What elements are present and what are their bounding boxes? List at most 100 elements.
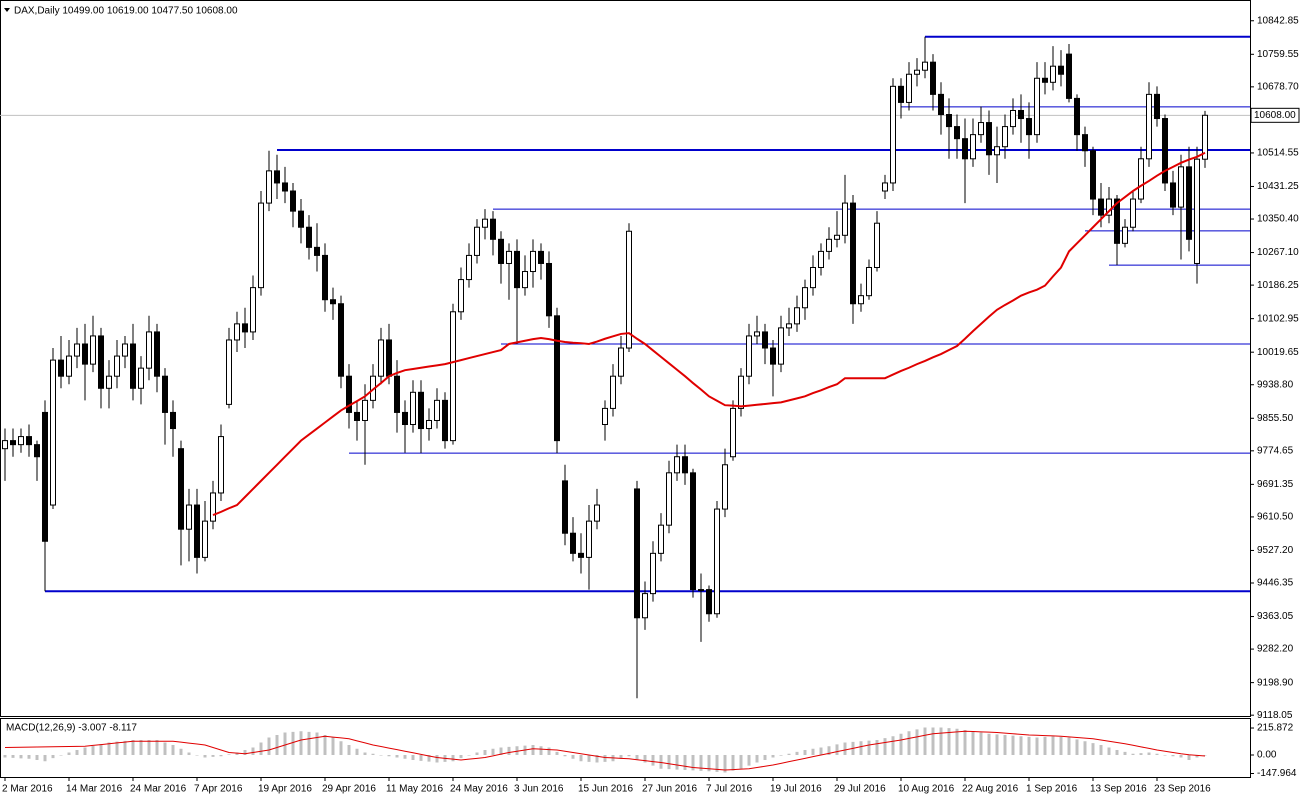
macd-bar <box>571 755 575 759</box>
candle-body <box>90 335 96 365</box>
candle-body <box>954 126 960 140</box>
y-tick-label: 9527.20 <box>1257 545 1294 556</box>
macd-bar <box>707 755 711 772</box>
candle-body <box>722 464 728 510</box>
candle-body <box>882 182 888 192</box>
macd-bar <box>835 744 839 755</box>
macd-bar <box>379 755 383 756</box>
candle-body <box>642 593 648 619</box>
macd-bar <box>355 748 359 755</box>
macd-bar <box>1115 750 1119 755</box>
candle-body <box>730 407 736 458</box>
candle-body <box>234 323 240 341</box>
macd-bar <box>1155 753 1159 755</box>
candle-body <box>170 411 176 430</box>
candle-body <box>1162 118 1168 184</box>
candle-body <box>794 307 800 325</box>
macd-signal <box>4 730 1206 771</box>
y-tick-label: 0.00 <box>1257 750 1277 761</box>
y-tick-label: 9198.90 <box>1257 677 1294 688</box>
macd-bar <box>603 755 607 762</box>
macd-bar <box>107 742 111 755</box>
macd-bar <box>955 728 959 755</box>
macd-bar <box>1147 752 1151 755</box>
macd-bar <box>283 732 287 755</box>
y-tick-label: 215.872 <box>1257 723 1294 734</box>
macd-bar <box>627 755 631 757</box>
macd-bar <box>307 731 311 755</box>
candle-body <box>154 331 160 377</box>
candle-body <box>18 436 24 446</box>
macd-bar <box>1139 753 1143 755</box>
macd-bar <box>195 755 199 756</box>
y-tick-label: 10759.55 <box>1257 49 1299 60</box>
macd-bar <box>739 755 743 769</box>
macd-bar <box>579 755 583 762</box>
candle-body <box>1138 158 1144 200</box>
macd-bar <box>555 751 559 755</box>
x-tick-label: 19 Apr 2016 <box>258 784 312 795</box>
candle-body <box>1066 53 1072 99</box>
candle-body <box>874 222 880 268</box>
macd-bar <box>427 755 431 762</box>
macd-bar <box>43 755 47 762</box>
candle-body <box>122 343 128 357</box>
macd-bar <box>651 755 655 766</box>
candle-body <box>290 190 296 212</box>
macd-bar <box>723 755 727 773</box>
y-tick-label: 9855.50 <box>1257 413 1294 424</box>
candle-body <box>674 456 680 474</box>
candle-body <box>986 122 992 156</box>
candle-body <box>450 311 456 442</box>
candle-body <box>346 375 352 413</box>
candle-body <box>818 250 824 268</box>
y-tick-label: 10514.55 <box>1257 148 1299 159</box>
candle-body <box>314 246 320 256</box>
macd-bar <box>75 750 79 755</box>
macd-bar <box>83 747 87 755</box>
candle-body <box>746 335 752 377</box>
candle-body <box>810 266 816 289</box>
candle-body <box>1026 118 1032 136</box>
candle-body <box>506 250 512 264</box>
macd-bar <box>267 737 271 755</box>
y-tick-label: 10842.85 <box>1257 15 1299 26</box>
macd-bar <box>227 754 231 755</box>
candle-body <box>866 266 872 297</box>
macd-bar <box>971 731 975 755</box>
y-tick-label: 10186.25 <box>1257 280 1299 291</box>
menu-arrow[interactable] <box>4 8 10 12</box>
candle-body <box>634 488 640 619</box>
candle-body <box>306 226 312 248</box>
candle-body <box>770 347 776 365</box>
candle-body <box>1050 65 1056 83</box>
macd-bar <box>507 746 511 755</box>
macd-bar <box>539 746 543 755</box>
x-tick-label: 29 Jul 2016 <box>834 784 886 795</box>
chart-title: DAX,Daily 10499.00 10619.00 10477.50 106… <box>14 6 238 17</box>
candle-body <box>962 138 968 160</box>
candle-body <box>138 367 144 389</box>
macd-bar <box>187 752 191 755</box>
macd-bar <box>907 731 911 755</box>
macd-bar <box>1179 755 1183 758</box>
y-tick-label: 9363.05 <box>1257 611 1294 622</box>
macd-bar <box>531 745 535 755</box>
macd-bar <box>659 755 663 769</box>
macd-bar <box>515 746 519 755</box>
candle-body <box>658 524 664 554</box>
macd-bar <box>619 755 623 759</box>
candle-body <box>2 440 8 450</box>
macd-bar <box>979 732 983 755</box>
candle-body <box>850 202 856 305</box>
candle-body <box>610 375 616 409</box>
candle-body <box>530 250 536 273</box>
candle-body <box>890 85 896 184</box>
candle-body <box>930 61 936 95</box>
y-tick-label: 10102.95 <box>1257 313 1299 324</box>
macd-bar <box>459 755 463 759</box>
candle-body <box>386 339 392 377</box>
candle-body <box>50 359 56 506</box>
macd-bar <box>963 730 967 755</box>
candle-body <box>1090 150 1096 200</box>
